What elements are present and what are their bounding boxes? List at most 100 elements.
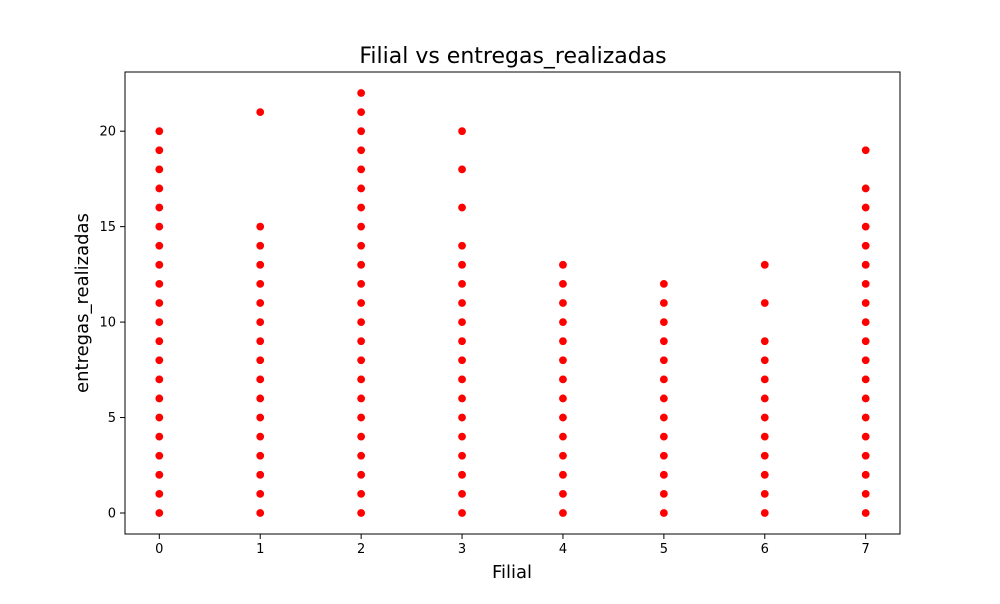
scatter-point	[356, 489, 366, 499]
scatter-point	[558, 355, 568, 365]
scatter-point	[861, 336, 871, 346]
scatter-point	[356, 222, 366, 232]
scatter-point	[457, 241, 467, 251]
scatter-point	[861, 317, 871, 327]
scatter-point	[356, 241, 366, 251]
scatter-point	[154, 241, 164, 251]
scatter-point	[558, 279, 568, 289]
scatter-point	[861, 222, 871, 232]
scatter-point	[861, 393, 871, 403]
scatter-point	[558, 374, 568, 384]
x-tick-label: 1	[256, 542, 264, 557]
scatter-point	[659, 393, 669, 403]
scatter-point	[659, 413, 669, 423]
y-axis-ticks: 0 5 10 15 20	[99, 125, 125, 522]
scatter-point	[558, 260, 568, 270]
y-tick-label: 10	[99, 316, 116, 331]
scatter-point	[457, 260, 467, 270]
scatter-point	[356, 203, 366, 213]
scatter-point	[255, 374, 265, 384]
scatter-point	[760, 489, 770, 499]
scatter-point	[154, 336, 164, 346]
scatter-point	[154, 489, 164, 499]
scatter-point	[457, 470, 467, 480]
scatter-point	[255, 241, 265, 251]
scatter-point	[356, 183, 366, 193]
x-tick-label: 0	[155, 542, 163, 557]
scatter-point	[255, 298, 265, 308]
scatter-point	[861, 279, 871, 289]
scatter-point	[558, 393, 568, 403]
scatter-point	[154, 126, 164, 136]
scatter-point	[861, 489, 871, 499]
scatter-point	[659, 279, 669, 289]
scatter-point	[154, 451, 164, 461]
scatter-point	[861, 432, 871, 442]
scatter-point	[659, 355, 669, 365]
scatter-point	[558, 470, 568, 480]
plot-area-frame	[124, 71, 901, 535]
scatter-point	[760, 470, 770, 480]
scatter-point	[356, 336, 366, 346]
scatter-point	[255, 451, 265, 461]
scatter-point	[558, 317, 568, 327]
scatter-point	[558, 508, 568, 518]
scatter-point	[356, 451, 366, 461]
scatter-point	[154, 355, 164, 365]
scatter-point	[558, 432, 568, 442]
y-tick-label: 15	[99, 220, 116, 235]
scatter-point	[861, 260, 871, 270]
scatter-point	[457, 203, 467, 213]
scatter-point	[457, 393, 467, 403]
scatter-point	[356, 126, 366, 136]
scatter-point	[356, 432, 366, 442]
scatter-point	[255, 336, 265, 346]
scatter-point	[356, 393, 366, 403]
scatter-point	[659, 374, 669, 384]
scatter-point	[255, 470, 265, 480]
scatter-point	[659, 317, 669, 327]
scatter-point	[356, 164, 366, 174]
scatter-point	[255, 222, 265, 232]
scatter-point	[861, 508, 871, 518]
scatter-point	[255, 260, 265, 270]
x-tick-label: 7	[862, 542, 870, 557]
scatter-point	[255, 489, 265, 499]
scatter-point	[154, 222, 164, 232]
scatter-point	[255, 432, 265, 442]
scatter-point	[861, 355, 871, 365]
scatter-point	[255, 413, 265, 423]
scatter-point	[356, 145, 366, 155]
scatter-point	[558, 489, 568, 499]
scatter-point	[356, 374, 366, 384]
scatter-point	[457, 489, 467, 499]
scatter-point	[457, 413, 467, 423]
scatter-point	[457, 126, 467, 136]
chart-title: Filial vs entregas_realizadas	[359, 44, 666, 69]
scatter-point	[356, 279, 366, 289]
scatter-point	[861, 470, 871, 480]
scatter-point	[154, 203, 164, 213]
scatter-point	[154, 317, 164, 327]
scatter-point	[861, 374, 871, 384]
y-axis-label: entregas_realizadas	[72, 213, 93, 393]
scatter-point	[659, 470, 669, 480]
scatter-point	[760, 451, 770, 461]
scatter-point	[255, 317, 265, 327]
scatter-point	[760, 374, 770, 384]
scatter-point	[760, 432, 770, 442]
scatter-point	[558, 336, 568, 346]
scatter-point	[154, 413, 164, 423]
scatter-point	[255, 393, 265, 403]
scatter-point	[659, 508, 669, 518]
scatter-point	[154, 374, 164, 384]
scatter-point	[356, 317, 366, 327]
scatter-point	[356, 470, 366, 480]
scatter-point	[457, 451, 467, 461]
scatter-point	[255, 107, 265, 117]
scatter-point	[457, 336, 467, 346]
scatter-point	[861, 298, 871, 308]
scatter-point	[154, 183, 164, 193]
